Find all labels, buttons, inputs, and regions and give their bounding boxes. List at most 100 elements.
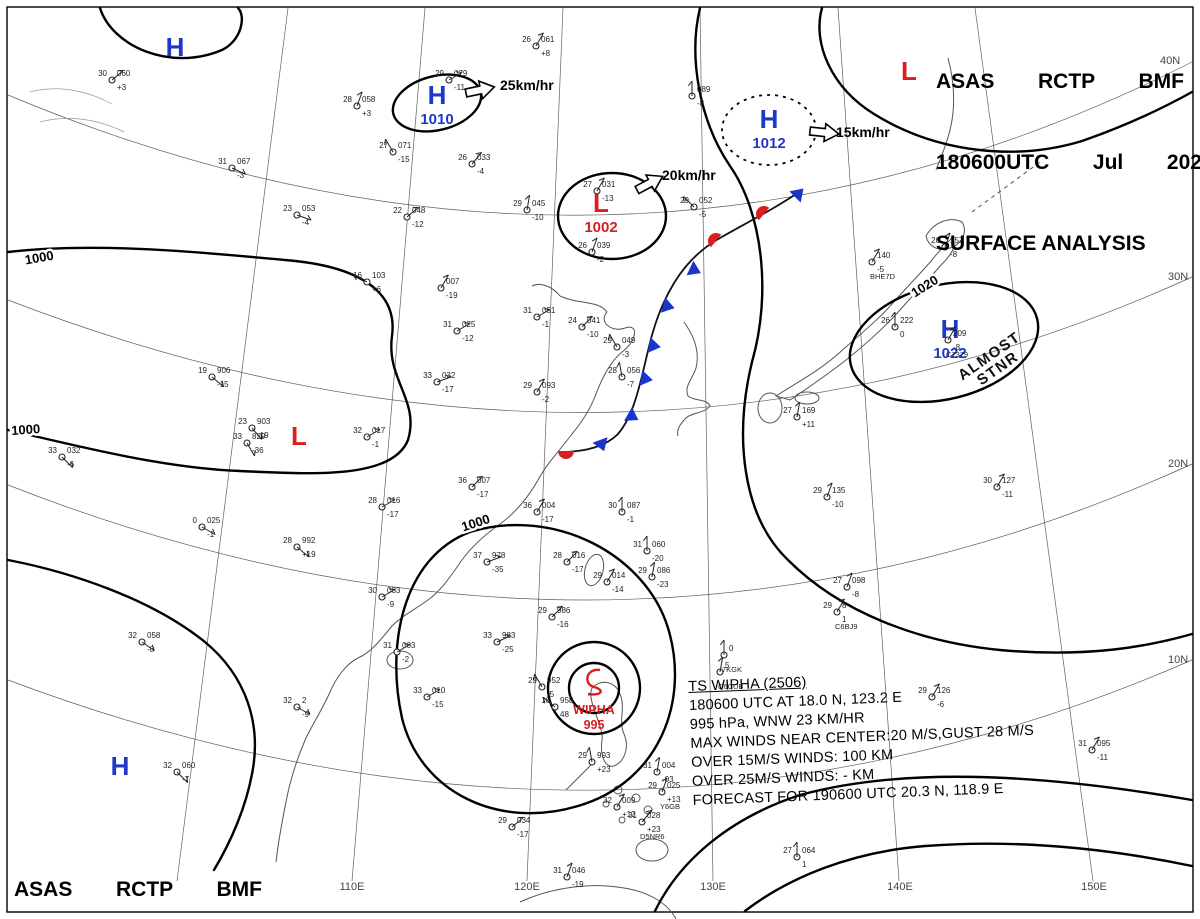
station-pressure: 039	[597, 241, 611, 250]
warm-front-symbol	[708, 233, 722, 248]
station-tendency: -11	[454, 83, 466, 92]
coast-mindanao	[635, 838, 669, 862]
wind-barb-tick-icon	[949, 326, 956, 330]
wind-barb-tick-icon	[618, 793, 625, 797]
terrain-line	[29, 88, 113, 105]
station-temperature: 29	[680, 196, 689, 205]
station-plot: 29 079 -11	[435, 69, 468, 92]
wind-barb-icon	[719, 657, 724, 673]
wind-barb-tick-icon	[307, 708, 311, 715]
station-temperature: 27	[833, 576, 842, 585]
wind-barb-icon	[931, 683, 940, 698]
ship-callsign: C6BJ9	[835, 622, 858, 631]
isobar-storm-inner	[567, 661, 621, 715]
station-temperature: 31	[643, 761, 652, 770]
wind-barb-icon	[426, 689, 441, 698]
wind-barb-tick-icon	[254, 449, 256, 457]
wind-barb-icon	[1091, 736, 1100, 751]
station-temperature: 33	[233, 432, 242, 441]
coast-visayas	[602, 800, 610, 808]
station-pressure: 829	[252, 432, 266, 441]
station-pressure: 031	[602, 180, 616, 189]
station-plot: 32 2 -9	[283, 696, 311, 719]
station-temperature: 28	[283, 536, 292, 545]
wind-barb-tick-icon	[608, 568, 615, 572]
station-tendency: -1	[207, 530, 215, 539]
isobar-long-southeast	[743, 842, 1194, 913]
wind-barb-tick-icon	[571, 550, 578, 553]
station-pressure: 009	[622, 796, 636, 805]
station-temperature: 26	[522, 35, 531, 44]
coast-visayas	[631, 793, 641, 803]
pressure-symbol: L	[901, 56, 917, 86]
station-tendency: -03	[662, 775, 674, 784]
wind-barb-tick-icon	[793, 841, 798, 848]
station-temperature: 16	[541, 696, 550, 705]
station-pressure: 034	[517, 816, 531, 825]
station-pressure: 028	[647, 811, 661, 820]
station-tendency: 1	[802, 860, 807, 869]
station-pressure: 058	[147, 631, 161, 640]
wind-barb-tick-icon	[556, 605, 563, 608]
wind-barb-tick-icon	[353, 274, 357, 281]
station-temperature: 32	[163, 761, 172, 770]
station-tendency: 48	[560, 710, 569, 719]
station-tendency: -8	[852, 590, 860, 599]
station-pressure: 093	[542, 381, 556, 390]
ship-callsign: C6CUB	[718, 682, 743, 691]
station-pressure: 033	[477, 153, 491, 162]
pressure-center-h: H	[111, 751, 130, 781]
station-tendency: -17	[477, 490, 489, 499]
station-plot: 29 093 -2	[523, 378, 556, 404]
wind-barb-icon	[871, 248, 880, 263]
station-plot: 29 993 +23	[578, 747, 611, 774]
coast-visayas	[618, 816, 626, 824]
station-temperature: 29	[528, 676, 537, 685]
station-temperature: 29	[638, 566, 647, 575]
wind-barb-tick-icon	[445, 374, 452, 378]
wind-barb-icon	[944, 232, 951, 248]
station-temperature: 27	[783, 406, 792, 415]
cold-front-symbol	[789, 188, 804, 203]
wind-barb-icon	[618, 362, 623, 378]
station-tendency: -3	[237, 171, 245, 180]
cold-front-symbol	[624, 407, 639, 421]
wind-barb-tick-icon	[838, 598, 845, 602]
station-temperature: 37	[473, 551, 482, 560]
station-pressure: 025	[667, 781, 681, 790]
station-tendency: -7	[182, 775, 190, 784]
station-temperature: 29	[648, 781, 657, 790]
station-temperature: 29	[918, 686, 927, 695]
wind-barb-tick-icon	[373, 428, 381, 430]
station-tendency: -17	[442, 385, 454, 394]
station-temperature: 28	[553, 551, 562, 560]
station-tendency: -11	[1002, 490, 1014, 499]
station-plot: 26 061 +8	[522, 32, 555, 58]
wind-speed-label: 25km/hr	[500, 77, 554, 93]
station-plot: 27 098 -8	[833, 572, 866, 599]
station-temperature: 29	[578, 751, 587, 760]
wind-barb-tick-icon	[616, 362, 620, 368]
station-temperature: 32	[128, 631, 137, 640]
station-pressure: 016	[387, 496, 401, 505]
station-temperature: 28	[343, 95, 352, 104]
wind-barb-icon	[581, 316, 593, 328]
wind-barb-icon	[566, 862, 573, 878]
station-tendency: 0	[900, 330, 905, 339]
longitude-label: 110E	[340, 881, 365, 893]
wind-barb-tick-icon	[608, 333, 610, 341]
product-id: ASAS RCTP BMF	[936, 70, 1184, 93]
wind-barb-tick-icon	[682, 196, 685, 203]
station-tendency: +19	[302, 550, 316, 559]
station-plot: 31 051 -1	[523, 306, 556, 329]
map-glyph	[7, 463, 1193, 601]
station-plot: 30 127 -11	[983, 473, 1016, 499]
station-tendency: -2	[402, 655, 410, 664]
station-tendency: -23	[657, 580, 669, 589]
station-pressure: 140	[877, 251, 891, 260]
station-pressure: 048	[412, 206, 426, 215]
map-glyph	[351, 7, 426, 882]
station-pressure: 169	[802, 406, 816, 415]
